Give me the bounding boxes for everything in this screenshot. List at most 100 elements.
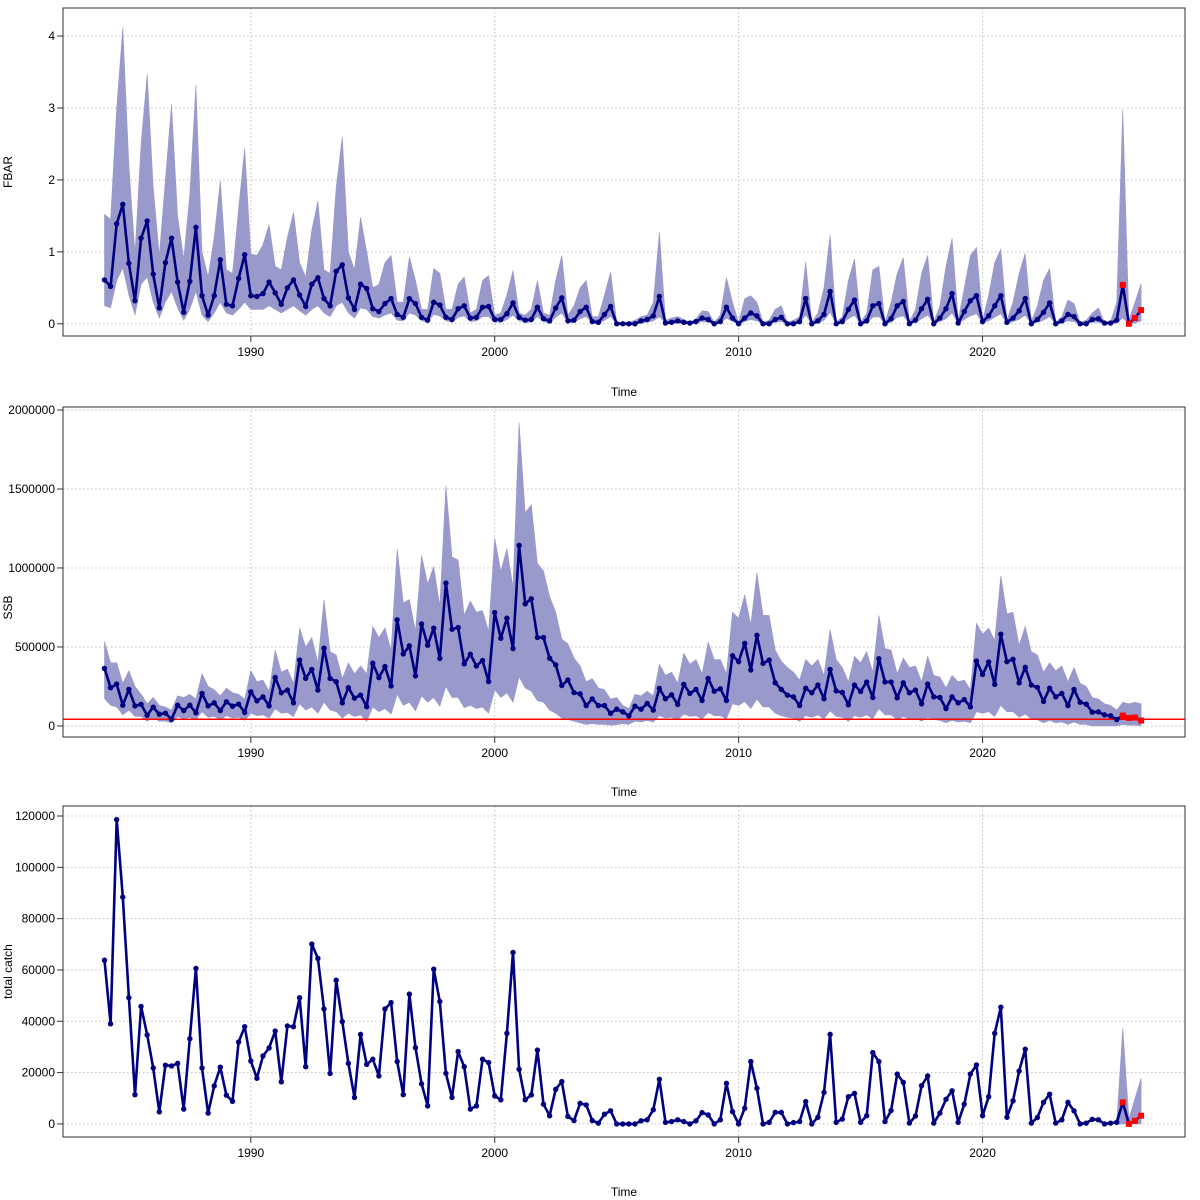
catch-data-point [577,1100,583,1107]
ssb-data-point [790,694,797,700]
fbar-data-point [1046,300,1053,306]
ssb-data-point [1065,702,1071,709]
x-tick-label: 2000 [481,345,508,359]
catch-data-point [851,1090,858,1097]
ssb-data-point [1095,709,1102,715]
catch-data-point [485,1059,492,1066]
fbar-data-point [400,314,406,320]
catch-data-point [156,1109,163,1115]
catch-data-point [443,1070,449,1077]
fbar-data-point [321,295,327,302]
catch-data-point [1053,1120,1059,1126]
ssb-data-point [400,651,406,657]
catch-data-point [473,1103,480,1109]
catch-data-point [833,1119,839,1126]
ssb-data-point [973,658,980,664]
fbar-confidence-band [104,27,1142,325]
catch-data-point [1004,1114,1010,1120]
ssb-data-point [559,682,565,689]
catch-data-point [302,1063,309,1070]
fbar-data-point [711,321,717,327]
fbar-data-point [632,321,638,327]
catch-data-point [668,1118,675,1125]
fbar-data-point [168,235,175,241]
fbar-data-point [309,281,315,287]
fbar-data-point [620,321,626,327]
x-tick-label: 2000 [481,1146,508,1160]
fbar-data-point [1004,319,1010,326]
fbar-data-point [498,316,504,323]
ssb-data-point [638,706,644,712]
fbar-data-point [937,315,943,321]
ssb-data-point [943,705,949,712]
catch-data-point [735,1121,742,1127]
catch-data-point [278,1079,285,1085]
catch-data-point [882,1118,888,1125]
catch-data-point [931,1120,937,1126]
fbar-projection-point [1119,281,1126,288]
ssb-data-point [522,601,528,607]
catch-data-point [174,1060,181,1067]
ssb-data-point [918,701,925,707]
catch-data-point [809,1121,815,1127]
ssb-data-point [181,707,187,714]
fbar-data-point [1114,317,1120,323]
fbar-data-point [961,308,967,315]
y-tick-label: 0 [48,719,55,733]
fbar-data-point [156,305,163,311]
catch-data-point [492,1093,498,1099]
fbar-data-point [723,304,730,310]
fbar-data-point [595,319,602,326]
fbar-panel: 1990 2000 2010 2020 0 1 2 3 4 Time FBAR [1,7,1186,399]
catch-data-point [284,1023,291,1029]
fbar-data-point [132,298,138,304]
ssb-data-point [1053,694,1059,700]
fbar-data-point [845,306,852,313]
fbar-data-point [424,317,431,323]
ssb-data-point [662,696,669,702]
ssb-data-point [967,704,974,710]
ssb-projection-point [1131,714,1138,721]
fbar-data-point [998,293,1004,299]
catch-data-point [924,1073,931,1079]
catch-data-point [790,1119,797,1126]
fbar-data-point [589,318,595,325]
catch-data-point [1089,1116,1096,1122]
ssb-projection-point [1125,714,1132,721]
fbar-data-point [345,295,352,301]
catch-data-point [796,1118,803,1125]
fbar-data-point [455,305,461,312]
ssb-data-point [571,689,577,696]
catch-data-point [479,1056,486,1062]
fbar-data-point [174,279,181,285]
catch-data-point [235,1039,242,1045]
x-tick-label: 2010 [725,345,752,359]
ssb-data-point [284,687,291,693]
ssb-data-point [528,596,535,602]
fbar-data-point [351,306,358,313]
catch-data-point [998,1004,1004,1010]
x-tick-label: 1990 [237,746,264,760]
ssb-data-point [382,663,388,670]
ssb-data-point [735,658,742,665]
fbar-data-point [248,293,254,299]
fbar-data-point [857,321,864,327]
ssb-data-point [516,542,522,549]
fbar-data-point [1053,321,1059,327]
ssb-data-point [674,701,681,708]
catch-data-point [266,1045,272,1051]
fbar-data-point [931,321,937,327]
ssb-data-point [351,695,358,701]
ssb-data-point [613,706,620,712]
ssb-data-point [473,663,480,669]
catch-data-point [272,1028,278,1034]
catch-data-point [388,999,394,1006]
ssb-data-point [394,617,400,623]
ssb-data-point [260,694,266,700]
fbar-data-point [906,321,913,327]
ssb-data-point [211,700,217,706]
ssb-data-point [1034,684,1041,691]
ssb-data-point [668,692,675,698]
catch-data-point [132,1091,138,1098]
fbar-data-point [272,290,278,296]
